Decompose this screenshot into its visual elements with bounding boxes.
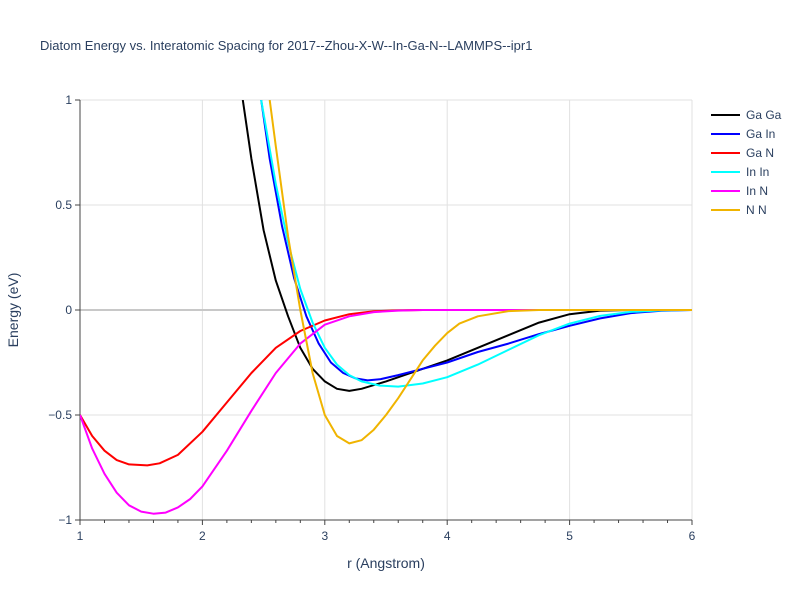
legend-item-ga-n[interactable]: Ga N [711, 146, 774, 160]
y-tick-label: −0.5 [48, 408, 72, 422]
series-lines [80, 100, 692, 515]
x-tick-label: 2 [199, 529, 206, 543]
y-tick-label: 0 [65, 303, 72, 317]
legend-item-n-n[interactable]: N N [711, 203, 767, 217]
x-tick-label: 3 [321, 529, 328, 543]
series-line-ga-ga[interactable] [241, 100, 692, 392]
series-line-in-n[interactable] [80, 309, 692, 515]
legend-item-ga-in[interactable]: Ga In [711, 127, 775, 141]
y-tick-label: 1 [65, 93, 72, 107]
x-axis-ticks: 1 2 3 4 5 6 [77, 529, 696, 543]
legend-label: N N [746, 203, 767, 217]
series-line-n-n[interactable] [268, 100, 692, 445]
x-tick-label: 5 [566, 529, 573, 543]
legend[interactable]: Ga Ga Ga In Ga N In In In N N N [711, 108, 782, 217]
series-line-in-in[interactable] [260, 100, 692, 388]
y-axis-label: Energy (eV) [5, 273, 21, 348]
series-line-ga-in[interactable] [260, 100, 692, 382]
series-line-ga-n[interactable] [80, 309, 692, 467]
legend-item-in-in[interactable]: In In [711, 165, 769, 179]
legend-label: In N [746, 184, 768, 198]
legend-label: In In [746, 165, 769, 179]
chart-title: Diatom Energy vs. Interatomic Spacing fo… [40, 38, 532, 53]
legend-item-ga-ga[interactable]: Ga Ga [711, 108, 782, 122]
x-tick-label: 1 [77, 529, 84, 543]
legend-label: Ga N [746, 146, 774, 160]
y-axis-ticks: −1 −0.5 0 0.5 1 [48, 93, 72, 527]
y-tick-label: −1 [58, 513, 72, 527]
x-axis-label: r (Angstrom) [347, 555, 425, 571]
y-tick-label: 0.5 [55, 198, 72, 212]
x-tick-label: 6 [689, 529, 696, 543]
legend-item-in-n[interactable]: In N [711, 184, 768, 198]
x-tick-label: 4 [444, 529, 451, 543]
legend-label: Ga Ga [746, 108, 782, 122]
legend-label: Ga In [746, 127, 775, 141]
